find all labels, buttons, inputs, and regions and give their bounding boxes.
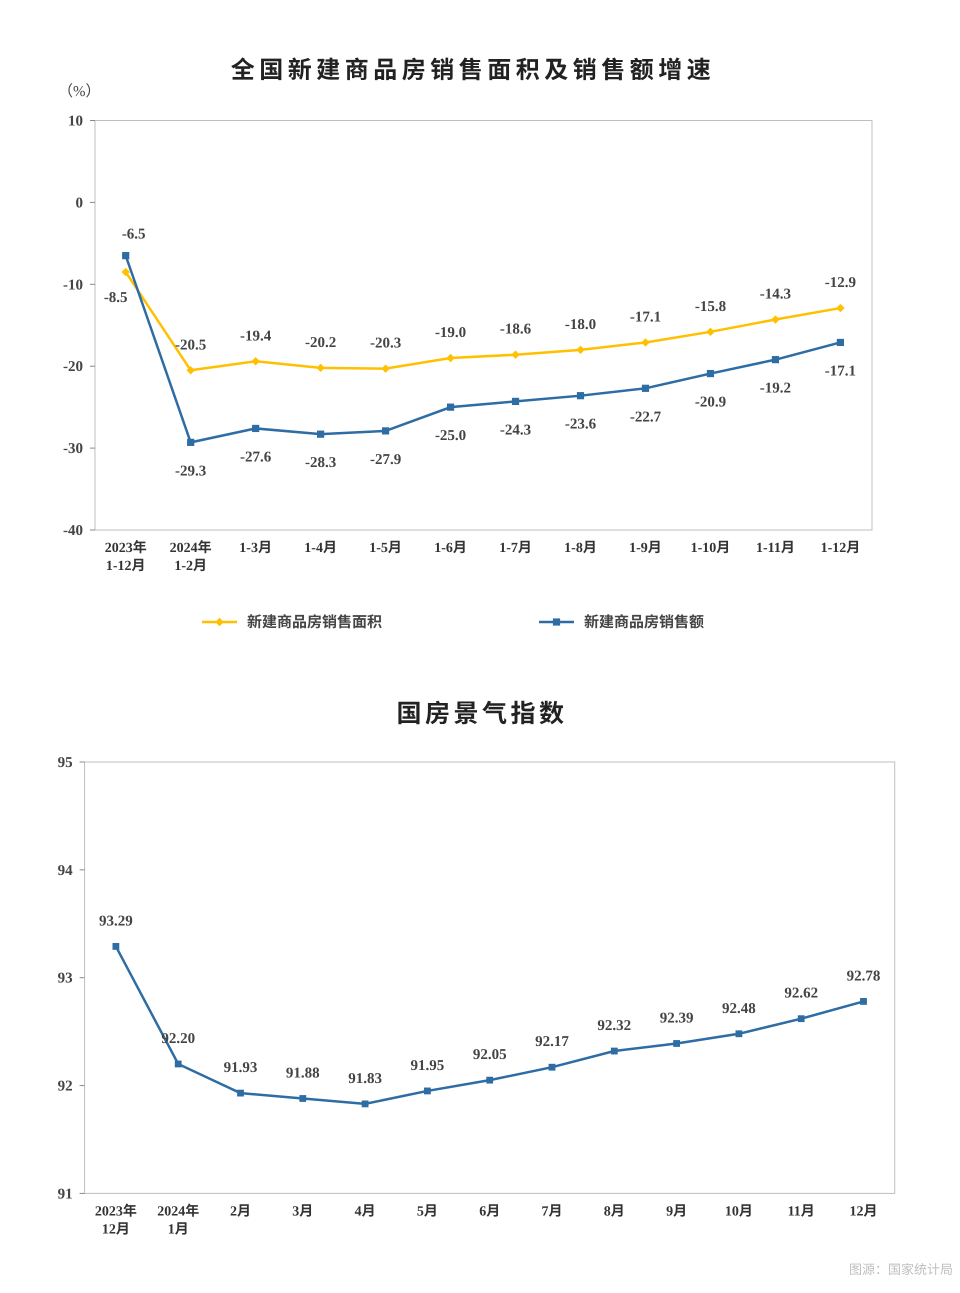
svg-text:92.39: 92.39 [660, 1010, 694, 1026]
svg-text:-25.0: -25.0 [435, 428, 466, 444]
svg-text:-20.3: -20.3 [370, 336, 401, 352]
svg-text:91.95: 91.95 [411, 1058, 445, 1074]
svg-text:1-12月: 1-12月 [821, 540, 861, 556]
svg-text:12月: 12月 [850, 1203, 878, 1219]
svg-text:-27.9: -27.9 [370, 452, 401, 468]
svg-text:-20: -20 [63, 359, 83, 375]
svg-text:4月: 4月 [355, 1203, 376, 1219]
svg-text:1-9月: 1-9月 [629, 540, 662, 556]
svg-text:91: 91 [58, 1186, 73, 1202]
svg-text:10月: 10月 [725, 1203, 753, 1219]
svg-text:新建商品房销售面积: 新建商品房销售面积 [247, 614, 382, 631]
svg-text:1-3月: 1-3月 [239, 540, 272, 556]
svg-text:-6.5: -6.5 [122, 227, 146, 243]
svg-text:-28.3: -28.3 [305, 455, 336, 471]
svg-text:-15.8: -15.8 [695, 299, 726, 315]
svg-text:92.32: 92.32 [597, 1018, 631, 1034]
svg-text:2024年: 2024年 [157, 1203, 199, 1219]
svg-text:-22.7: -22.7 [630, 409, 662, 425]
svg-text:92.20: 92.20 [161, 1031, 195, 1047]
svg-text:5月: 5月 [417, 1203, 438, 1219]
svg-text:7月: 7月 [542, 1203, 563, 1219]
svg-text:1月: 1月 [168, 1221, 189, 1237]
svg-text:1-8月: 1-8月 [564, 540, 597, 556]
svg-text:-23.6: -23.6 [565, 417, 597, 433]
svg-text:-20.5: -20.5 [175, 337, 206, 353]
svg-text:92: 92 [58, 1079, 73, 1095]
svg-text:-30: -30 [63, 441, 83, 457]
svg-text:国房景气指数: 国房景气指数 [396, 700, 567, 728]
svg-text:94: 94 [58, 863, 74, 879]
svg-text:6月: 6月 [479, 1203, 500, 1219]
svg-text:92.62: 92.62 [784, 986, 818, 1002]
svg-text:91.93: 91.93 [224, 1060, 258, 1076]
svg-text:-8.5: -8.5 [104, 290, 128, 306]
svg-text:-27.6: -27.6 [240, 449, 272, 465]
svg-text:3月: 3月 [292, 1203, 313, 1219]
svg-text:11月: 11月 [788, 1203, 815, 1219]
svg-text:-10: -10 [63, 277, 83, 293]
svg-text:-14.3: -14.3 [760, 287, 791, 303]
svg-text:8月: 8月 [604, 1203, 625, 1219]
svg-text:92.05: 92.05 [473, 1047, 507, 1063]
svg-text:1-11月: 1-11月 [756, 540, 795, 556]
svg-text:-19.0: -19.0 [435, 325, 466, 341]
svg-text:2024年: 2024年 [170, 540, 212, 556]
svg-text:92.78: 92.78 [847, 968, 881, 984]
svg-text:9月: 9月 [666, 1203, 687, 1219]
svg-text:95: 95 [58, 755, 73, 771]
svg-text:-20.9: -20.9 [695, 395, 726, 411]
svg-text:-18.6: -18.6 [500, 322, 532, 338]
svg-text:1-5月: 1-5月 [369, 540, 402, 556]
svg-text:新建商品房销售额: 新建商品房销售额 [584, 614, 704, 631]
svg-text:1-10月: 1-10月 [691, 540, 731, 556]
svg-text:92.48: 92.48 [722, 1001, 756, 1017]
svg-text:0: 0 [76, 195, 84, 211]
svg-text:1-6月: 1-6月 [434, 540, 467, 556]
svg-text:10: 10 [68, 114, 83, 130]
svg-text:91.83: 91.83 [348, 1071, 382, 1087]
svg-text:-19.2: -19.2 [760, 381, 791, 397]
svg-text:-29.3: -29.3 [175, 463, 206, 479]
svg-text:1-4月: 1-4月 [304, 540, 337, 556]
svg-text:-12.9: -12.9 [825, 275, 856, 291]
svg-text:2月: 2月 [230, 1203, 251, 1219]
svg-text:2023年: 2023年 [105, 540, 147, 556]
svg-text:1-2月: 1-2月 [174, 558, 207, 574]
svg-text:-24.3: -24.3 [500, 422, 531, 438]
svg-text:92.17: 92.17 [535, 1034, 569, 1050]
svg-text:-18.0: -18.0 [565, 317, 596, 333]
svg-text:-17.1: -17.1 [825, 363, 856, 379]
svg-text:12月: 12月 [102, 1221, 130, 1237]
svg-text:91.88: 91.88 [286, 1065, 320, 1081]
svg-text:-40: -40 [63, 523, 83, 539]
svg-text:1-12月: 1-12月 [106, 558, 146, 574]
svg-text:2023年: 2023年 [95, 1203, 137, 1219]
svg-text:1-7月: 1-7月 [499, 540, 532, 556]
svg-text:-19.4: -19.4 [240, 328, 272, 344]
svg-text:93.29: 93.29 [99, 913, 133, 929]
svg-text:-17.1: -17.1 [630, 309, 661, 325]
svg-text:-20.2: -20.2 [305, 335, 336, 351]
svg-text:93: 93 [58, 971, 73, 987]
